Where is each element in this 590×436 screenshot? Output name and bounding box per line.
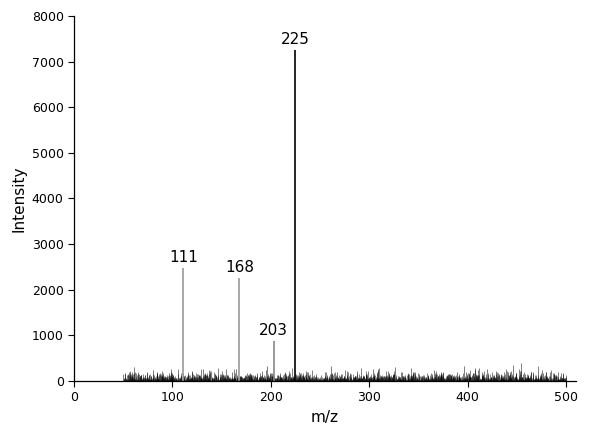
X-axis label: m/z: m/z xyxy=(311,410,339,425)
Text: 225: 225 xyxy=(281,32,310,47)
Y-axis label: Intensity: Intensity xyxy=(11,166,26,232)
Text: 111: 111 xyxy=(169,250,198,265)
Text: 168: 168 xyxy=(225,260,254,276)
Text: 203: 203 xyxy=(260,324,289,338)
